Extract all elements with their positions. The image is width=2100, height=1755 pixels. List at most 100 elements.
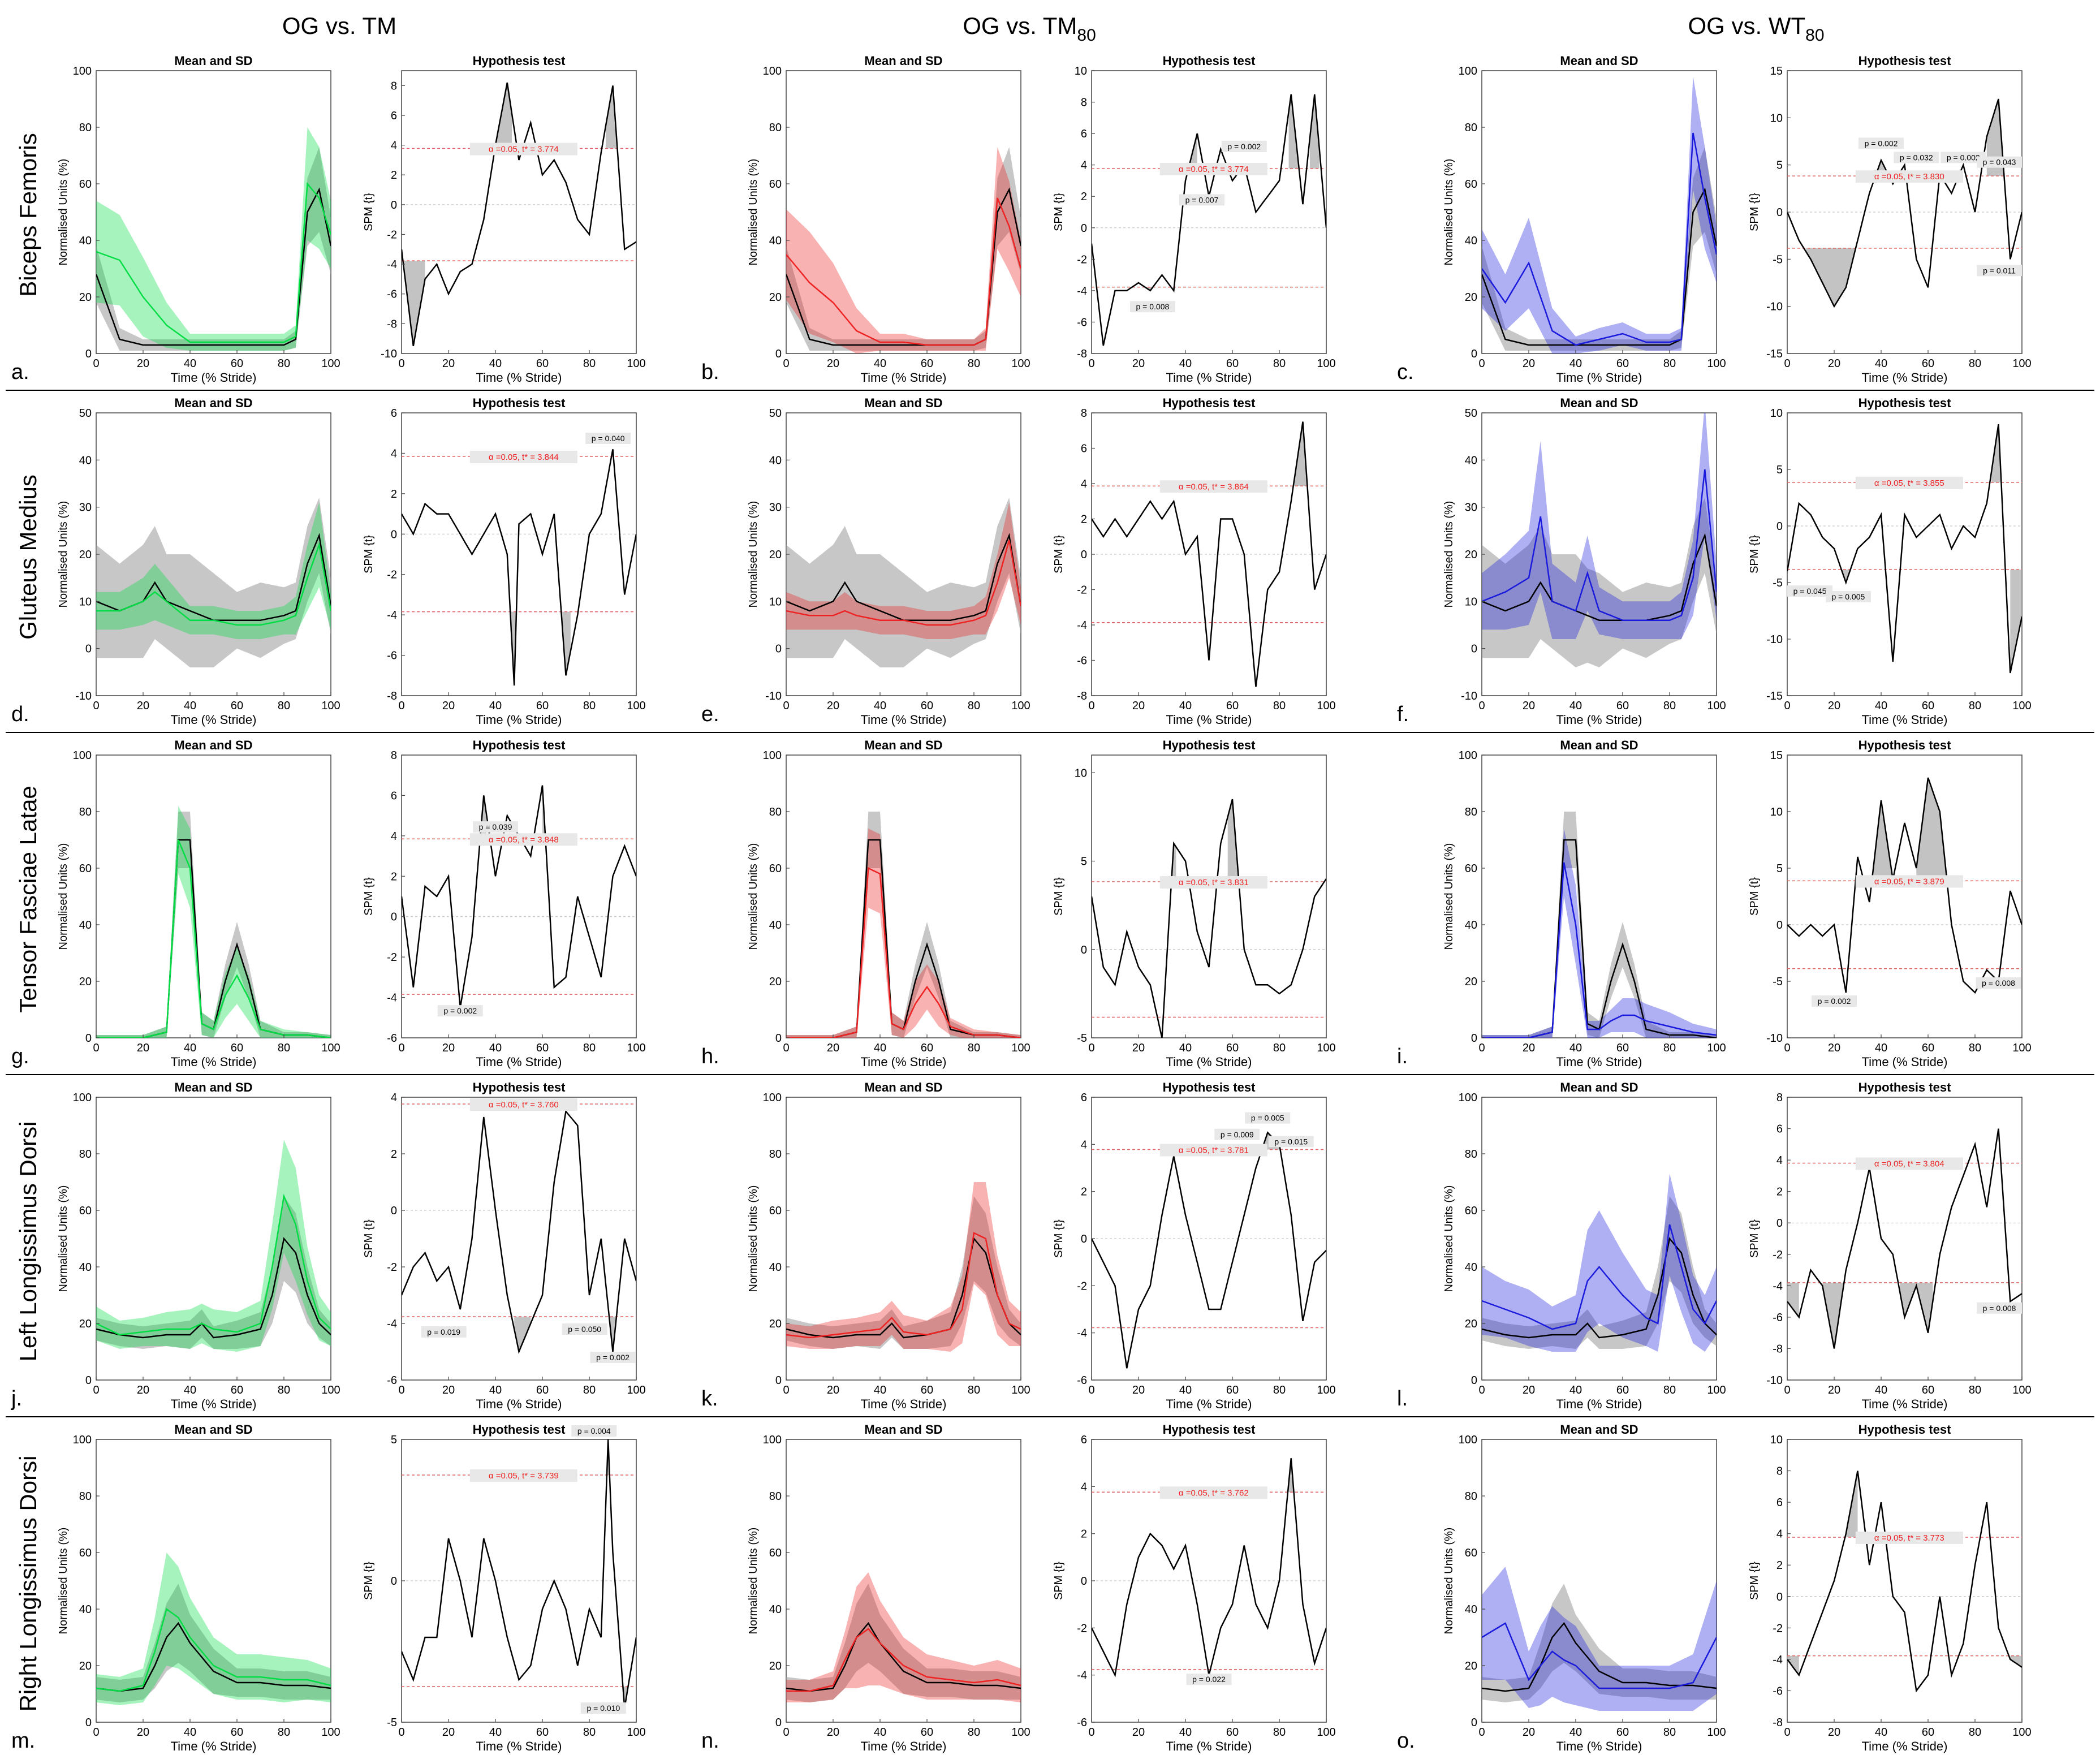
x-tick-label: 0	[1478, 357, 1485, 370]
y-tick-label: 6	[1081, 128, 1087, 140]
mean-sd-plot: Mean and SD 0 20 40 60 80 100 0 20 40 60 80 100 Time …	[701, 1080, 1030, 1411]
y-tick-label: 6	[391, 407, 397, 420]
x-tick-label: 100	[1317, 1042, 1335, 1054]
x-tick-label: 100	[1011, 1726, 1030, 1739]
plot-title: Hypothesis test	[473, 54, 566, 68]
p-value-label: p = 0.004	[577, 1426, 611, 1435]
plot-title: Hypothesis test	[473, 1080, 566, 1094]
x-tick-label: 0	[1784, 357, 1790, 370]
y-axis-label: Normalised Units (%)	[1443, 501, 1455, 608]
y-tick-label: 20	[1465, 1660, 1477, 1672]
plot-title: Hypothesis test	[1858, 54, 1951, 68]
p-value-label: p = 0.050	[568, 1325, 601, 1334]
x-tick-label: 100	[321, 357, 340, 370]
y-tick-label: -10	[75, 690, 92, 702]
y-tick-label: 6	[1081, 443, 1087, 455]
y-tick-label: -8	[387, 690, 397, 702]
mean-sd-plot: Mean and SD 0 20 40 60 80 100 0 20 40 60 80 100 Time …	[701, 54, 1030, 385]
sd-band	[786, 502, 1021, 639]
x-axis-label: Time (% Stride)	[1556, 1397, 1642, 1411]
x-axis-label: Time (% Stride)	[171, 1397, 257, 1411]
x-tick-label: 100	[1707, 357, 1726, 370]
hypothesis-test-plot: Hypothesis test α =0.05, t* = 3.781 p = 0.…	[1053, 1080, 1336, 1411]
y-tick-label: 20	[1465, 291, 1477, 304]
x-tick-label: 40	[1179, 1042, 1192, 1054]
y-tick-label: 10	[1770, 806, 1783, 818]
p-value-label: p = 0.002	[443, 1006, 477, 1015]
y-tick-label: 80	[79, 1148, 92, 1161]
x-axis-label: Time (% Stride)	[476, 713, 562, 727]
p-value-box	[1214, 1128, 1260, 1140]
y-tick-label: -10	[765, 690, 782, 702]
y-axis-label: SPM {t}	[363, 1219, 375, 1258]
threshold-label: α =0.05, t* = 3.830	[1874, 172, 1944, 182]
p-value-label: p = 0.008	[1982, 978, 2015, 988]
p-value-label: p = 0.032	[1900, 153, 1933, 162]
threshold-label: α =0.05, t* = 3.855	[1874, 478, 1944, 488]
x-tick-label: 0	[398, 357, 404, 370]
x-tick-label: 20	[1828, 357, 1840, 370]
p-value-label: p = 0.010	[587, 1704, 620, 1713]
mean-line	[1482, 1622, 1717, 1689]
x-tick-label: 40	[1875, 700, 1887, 712]
x-tick-label: 0	[93, 1384, 99, 1396]
suprathreshold-cluster	[1787, 1282, 1799, 1317]
y-axis-label: SPM {t}	[1748, 535, 1761, 573]
y-tick-label: 0	[391, 528, 397, 541]
x-tick-label: 60	[1922, 1042, 1934, 1054]
p-value-label: p = 0.002	[1865, 139, 1898, 148]
x-tick-label: 100	[627, 700, 645, 712]
y-tick-label: 2	[1081, 1186, 1087, 1198]
x-tick-label: 20	[1132, 1726, 1145, 1739]
plot-title: Mean and SD	[864, 1422, 942, 1437]
x-axis-label: Time (% Stride)	[1556, 370, 1642, 385]
y-tick-label: -5	[387, 1717, 397, 1729]
y-axis-label: Normalised Units (%)	[57, 1528, 70, 1635]
x-tick-label: 40	[874, 357, 886, 370]
y-tick-label: 0	[1471, 643, 1477, 656]
y-tick-label: 40	[1465, 235, 1477, 247]
sd-band	[786, 498, 1021, 667]
mean-line	[96, 187, 331, 346]
plot-title: Hypothesis test	[1163, 1422, 1256, 1437]
threshold-label-box	[1159, 1144, 1267, 1157]
y-tick-label: 80	[769, 1148, 782, 1161]
x-tick-label: 60	[1922, 357, 1934, 370]
plot-title: Mean and SD	[864, 738, 942, 752]
y-tick-label: 2	[391, 870, 397, 883]
y-axis-label: Normalised Units (%)	[1443, 1185, 1455, 1292]
y-tick-label: 60	[769, 863, 782, 875]
sd-band	[96, 502, 331, 639]
y-tick-label: 20	[1465, 549, 1477, 561]
y-tick-label: -8	[1773, 1343, 1783, 1355]
row-label-5: Right Longissimus Dorsi	[15, 1456, 41, 1712]
x-tick-label: 60	[1922, 700, 1934, 712]
y-tick-label: -6	[1077, 655, 1087, 667]
x-tick-label: 100	[1317, 1726, 1335, 1739]
plot-title: Hypothesis test	[473, 1422, 566, 1437]
x-tick-label: 0	[1478, 1384, 1485, 1396]
y-tick-label: -4	[387, 258, 397, 271]
y-tick-label: 80	[1465, 1490, 1477, 1503]
mean-line	[1482, 1237, 1717, 1339]
sd-band	[786, 1572, 1021, 1702]
x-tick-label: 20	[1523, 1042, 1535, 1054]
x-tick-label: 40	[1875, 1384, 1887, 1396]
y-tick-label: -2	[1773, 1622, 1783, 1635]
row-label-2: Gluteus Medius	[15, 475, 41, 640]
plot-title: Hypothesis test	[473, 738, 566, 752]
y-tick-label: 20	[79, 291, 92, 304]
y-tick-label: 0	[391, 1205, 397, 1217]
x-tick-label: 60	[1226, 1384, 1239, 1396]
panel-letter: g.	[11, 1045, 29, 1068]
y-axis-label: Normalised Units (%)	[57, 1185, 70, 1292]
x-tick-label: 40	[1569, 1042, 1582, 1054]
x-tick-label: 40	[1569, 700, 1582, 712]
y-tick-label: -6	[1773, 1312, 1783, 1324]
x-tick-label: 40	[184, 357, 196, 370]
mean-sd-plot: Mean and SD0 20 40 60 80 100-1001020304050Tim…	[1397, 396, 1726, 727]
x-axis-label: Time (% Stride)	[171, 713, 257, 727]
x-tick-label: 80	[278, 1726, 290, 1739]
row-label-3: Tensor Fasciae Latae	[15, 786, 41, 1013]
